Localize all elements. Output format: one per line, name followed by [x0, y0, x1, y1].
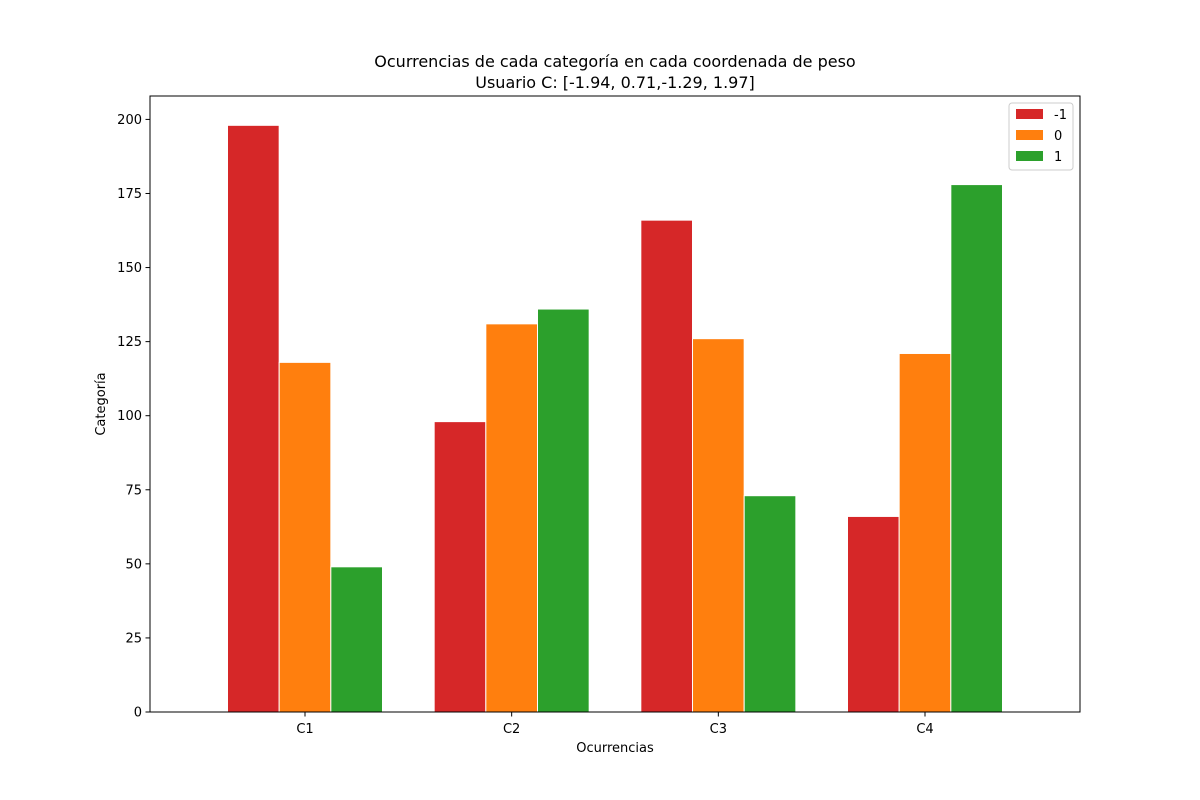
bars-group: [227, 124, 1004, 713]
chart-subtitle: Usuario C: [-1.94, 0.71,-1.29, 1.97]: [475, 73, 755, 92]
bar-c2-series-0: [433, 421, 487, 713]
bar-c4-series-2: [950, 184, 1004, 713]
bar-c4-series-0: [847, 515, 900, 713]
bar-c4-series-1: [898, 352, 952, 713]
legend-label: -1: [1054, 108, 1067, 123]
bar-c1-series-2: [330, 566, 383, 713]
y-axis-ticks: 0 25 50 75 100 125 150 175 200: [117, 113, 150, 721]
y-tick-label: 150: [117, 261, 142, 276]
legend-label: 0: [1054, 129, 1062, 144]
axes-frame: [149, 95, 1081, 713]
y-tick-label: 175: [117, 187, 142, 202]
x-tick-label: C2: [503, 722, 520, 737]
x-tick-label: C3: [710, 722, 727, 737]
legend-swatch: [1016, 109, 1043, 119]
x-tick-label: C1: [296, 722, 313, 737]
bar-c3-series-1: [692, 338, 745, 713]
bar-c3-series-2: [743, 495, 797, 713]
x-tick-label: C4: [916, 722, 933, 737]
legend-swatch: [1016, 130, 1043, 140]
legend-label: 1: [1054, 150, 1062, 165]
y-tick-label: 200: [117, 113, 142, 128]
y-tick-label: 0: [134, 706, 142, 721]
legend-swatch: [1016, 151, 1043, 161]
y-tick-label: 125: [117, 335, 142, 350]
x-axis-label: Ocurrencias: [576, 741, 654, 756]
plot-area: [149, 95, 1081, 713]
bar-c2-series-1: [485, 323, 538, 713]
y-axis-label: Categoría: [94, 372, 109, 435]
y-tick-label: 100: [117, 409, 142, 424]
bar-c3-series-0: [640, 219, 694, 713]
legend: -1 0 1: [1008, 102, 1074, 171]
y-tick-label: 75: [125, 483, 142, 498]
chart-title: Ocurrencias de cada categoría en cada co…: [374, 52, 855, 71]
x-axis-ticks: C1 C2 C3 C4: [296, 712, 934, 737]
y-tick-label: 25: [125, 631, 142, 646]
bar-c2-series-2: [537, 308, 590, 713]
bar-c1-series-1: [278, 361, 332, 713]
bar-c1-series-0: [227, 124, 280, 713]
y-tick-label: 50: [125, 557, 142, 572]
